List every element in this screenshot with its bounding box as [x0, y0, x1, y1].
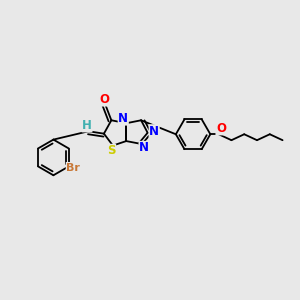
Text: N: N	[149, 125, 159, 138]
Text: Br: Br	[66, 163, 80, 172]
Text: O: O	[99, 93, 109, 106]
Text: O: O	[216, 122, 226, 135]
Text: N: N	[139, 141, 149, 154]
Text: H: H	[82, 119, 92, 132]
Text: S: S	[107, 144, 116, 158]
Text: N: N	[118, 112, 128, 125]
